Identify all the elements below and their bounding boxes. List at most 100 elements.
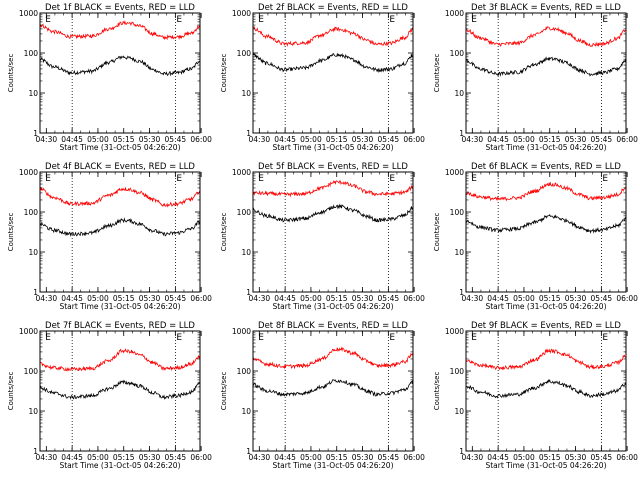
lld-series-line [465, 181, 626, 202]
events-series-line [39, 379, 200, 400]
x-tick-label: 04:30 [249, 294, 271, 303]
x-tick-label: 05:45 [378, 453, 400, 462]
x-tick-label: 04:45 [274, 135, 296, 144]
x-tick-label: 05:30 [352, 453, 374, 462]
x-tick-label: 05:30 [139, 453, 161, 462]
x-tick-label: 05:15 [539, 135, 561, 144]
plot-frame [465, 330, 627, 452]
x-tick-label: 04:45 [61, 294, 83, 303]
x-tick-label: 05:30 [139, 135, 161, 144]
x-tick-label: 05:45 [378, 135, 400, 144]
x-tick-label: 04:30 [36, 135, 58, 144]
x-tick-label: 05:00 [300, 453, 322, 462]
x-tick-label: 04:30 [462, 453, 484, 462]
y-tick-label: 100 [24, 367, 39, 376]
event-marker-label: E [471, 15, 477, 25]
x-tick-label: 04:45 [274, 294, 296, 303]
x-tick-label: 04:45 [487, 294, 509, 303]
lld-series-line [39, 186, 200, 208]
lld-series-line [465, 26, 626, 48]
y-tick-label: 1000 [445, 327, 464, 336]
y-tick-label: 10 [28, 248, 38, 257]
y-tick-label: 1 [246, 288, 251, 297]
x-tick-label: 05:15 [326, 453, 348, 462]
x-tick-label: 04:45 [61, 453, 83, 462]
x-tick-label: 05:30 [565, 453, 587, 462]
x-tick-label: 04:30 [249, 453, 271, 462]
x-tick-label: 04:45 [487, 453, 509, 462]
chart-panel-6: Det 6f BLACK = Events, RED = LLD E E 1 10 100… [433, 162, 638, 311]
chart-panel-8: Det 8f BLACK = Events, RED = LLD E E 1 10 100… [220, 321, 425, 470]
x-tick-label: 04:30 [36, 453, 58, 462]
y-tick-label: 10 [454, 248, 464, 257]
y-tick-label: 1000 [232, 9, 251, 18]
y-tick-label: 1 [246, 447, 251, 456]
x-tick-label: 04:30 [462, 294, 484, 303]
x-tick-label: 05:00 [513, 294, 535, 303]
x-tick-label: 05:30 [139, 294, 161, 303]
event-marker-label: E [602, 333, 608, 343]
chart-title: Det 5f BLACK = Events, RED = LLD [258, 162, 408, 172]
x-tick-label: 06:00 [616, 135, 638, 144]
event-marker-label: E [258, 333, 264, 343]
lld-series-line [252, 346, 413, 370]
y-tick-label: 1000 [19, 9, 38, 18]
lld-series-line [39, 348, 200, 372]
event-marker-label: E [258, 15, 264, 25]
x-tick-label: 05:15 [113, 294, 135, 303]
y-tick-label: 10 [241, 89, 251, 98]
x-tick-label: 05:00 [513, 453, 535, 462]
event-marker-label: E [45, 174, 51, 184]
x-axis-label: Start Time (31-Oct-05 04:26:20) [272, 461, 393, 470]
x-axis-label: Start Time (31-Oct-05 04:26:20) [272, 302, 393, 311]
x-tick-label: 06:00 [616, 294, 638, 303]
x-axis-label: Start Time (31-Oct-05 04:26:20) [485, 461, 606, 470]
x-tick-label: 05:15 [539, 453, 561, 462]
events-series-line [253, 52, 413, 74]
chart-panel-2: Det 2f BLACK = Events, RED = LLD E E 1 10 100… [220, 3, 425, 152]
chart-title: Det 9f BLACK = Events, RED = LLD [471, 321, 621, 331]
x-tick-label: 05:45 [165, 453, 187, 462]
events-series-line [252, 203, 413, 223]
x-tick-label: 06:00 [190, 135, 212, 144]
event-marker-label: E [471, 174, 477, 184]
x-axis-label: Start Time (31-Oct-05 04:26:20) [59, 143, 180, 152]
lld-series-line [465, 348, 626, 371]
x-axis-label: Start Time (31-Oct-05 04:26:20) [485, 143, 606, 152]
x-tick-label: 06:00 [190, 294, 212, 303]
x-tick-label: 06:00 [190, 453, 212, 462]
x-tick-label: 05:00 [87, 294, 109, 303]
plot-frame [465, 171, 627, 293]
y-axis-label: Counts/sec [7, 372, 15, 411]
x-tick-label: 04:45 [274, 453, 296, 462]
plot-frame [465, 12, 627, 134]
x-tick-label: 06:00 [403, 453, 425, 462]
x-tick-label: 05:00 [87, 453, 109, 462]
x-tick-label: 05:30 [352, 135, 374, 144]
chart-panel-3: Det 3f BLACK = Events, RED = LLD E E 1 10 100… [433, 3, 638, 152]
events-series-line [252, 379, 413, 397]
events-series-line [465, 378, 626, 399]
x-tick-label: 05:00 [513, 135, 535, 144]
chart-title: Det 3f BLACK = Events, RED = LLD [471, 3, 621, 13]
y-tick-label: 1 [459, 129, 464, 138]
x-tick-label: 05:00 [300, 294, 322, 303]
x-tick-label: 04:45 [61, 135, 83, 144]
y-axis-label: Counts/sec [7, 54, 15, 93]
y-axis-label: Counts/sec [220, 54, 228, 93]
y-axis-label: Counts/sec [433, 213, 441, 252]
event-marker-label: E [176, 174, 182, 184]
x-tick-label: 06:00 [403, 135, 425, 144]
event-marker-label: E [602, 15, 608, 25]
event-marker-label: E [176, 15, 182, 25]
plot-frame [39, 171, 201, 293]
event-marker-label: E [389, 15, 395, 25]
x-axis-label: Start Time (31-Oct-05 04:26:20) [59, 302, 180, 311]
y-axis-label: Counts/sec [433, 372, 441, 411]
y-tick-label: 100 [237, 208, 252, 217]
x-tick-label: 05:15 [326, 294, 348, 303]
x-tick-label: 05:45 [165, 135, 187, 144]
y-tick-label: 1 [33, 129, 38, 138]
event-marker-label: E [471, 333, 477, 343]
